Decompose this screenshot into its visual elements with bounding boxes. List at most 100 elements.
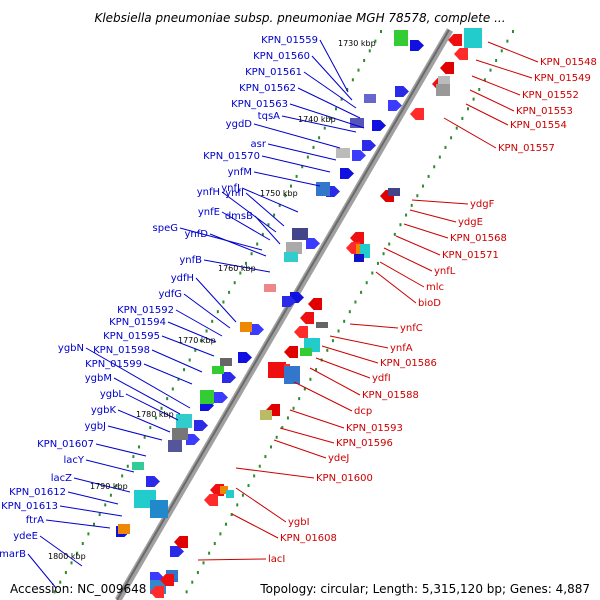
forward-gene-label: KPN_01612 xyxy=(9,487,66,498)
reverse-gene-block xyxy=(316,322,328,328)
scale-tick xyxy=(109,493,112,497)
forward-label-connector xyxy=(39,535,83,567)
forward-gene-block xyxy=(200,390,214,404)
scale-tick xyxy=(64,571,67,575)
forward-gene-label: dmsB xyxy=(225,211,253,222)
reverse-gene xyxy=(440,62,454,74)
forward-gene xyxy=(372,120,386,131)
forward-gene-block xyxy=(150,500,168,518)
forward-gene-label: ynfJ xyxy=(221,183,240,194)
reverse-gene-block xyxy=(220,486,228,494)
scale-tick xyxy=(236,503,239,507)
scale-tick xyxy=(202,561,205,565)
topology-text: Topology: circular; Length: 5,315,120 bp… xyxy=(260,582,590,596)
scale-tick xyxy=(466,107,469,111)
forward-gene xyxy=(214,392,228,403)
forward-label-connector xyxy=(85,347,191,409)
reverse-gene xyxy=(454,48,468,60)
forward-gene xyxy=(340,168,354,179)
forward-label-connector xyxy=(195,277,237,323)
scale-tick xyxy=(81,542,84,546)
map-title: Klebsiella pneumoniae subsp. pneumoniae … xyxy=(94,11,505,25)
scale-tick xyxy=(115,484,118,488)
reverse-label-connector xyxy=(383,247,433,272)
forward-label-connector xyxy=(253,171,321,187)
reverse-gene xyxy=(300,312,314,324)
scale-tick xyxy=(382,252,385,256)
reverse-gene-label: ydgE xyxy=(458,217,483,228)
forward-gene-label: ftrA xyxy=(26,515,44,526)
reverse-gene-label: ydgF xyxy=(470,199,495,210)
scale-tick xyxy=(340,97,343,101)
forward-label-connector xyxy=(143,363,193,385)
reverse-gene-label: KPN_01552 xyxy=(522,90,579,101)
reverse-label-connector xyxy=(475,59,533,79)
reverse-label-connector xyxy=(469,89,515,112)
reverse-gene xyxy=(308,298,322,310)
scale-tick xyxy=(500,49,503,53)
scale-tick xyxy=(121,474,124,478)
reverse-label-connector xyxy=(197,558,267,561)
forward-gene-block xyxy=(394,30,408,46)
reverse-gene-label: KPN_01586 xyxy=(380,358,437,369)
scale-tick xyxy=(213,542,216,546)
reverse-gene xyxy=(284,346,298,358)
scale-tick xyxy=(205,329,208,333)
reverse-gene xyxy=(294,326,308,338)
scale-tick xyxy=(258,464,261,468)
forward-label-connector xyxy=(221,211,271,241)
forward-gene xyxy=(222,372,236,383)
scale-tick xyxy=(410,203,413,207)
scale-tick xyxy=(267,223,270,227)
forward-label-connector xyxy=(267,143,337,161)
reverse-label-connector xyxy=(411,199,469,205)
reverse-gene-label: mlc xyxy=(426,282,444,293)
forward-gene-label: marB xyxy=(0,549,26,560)
reverse-label-connector xyxy=(329,335,389,349)
scale-tick xyxy=(368,49,371,53)
forward-gene xyxy=(146,476,160,487)
scale-tick xyxy=(93,522,96,526)
scale-tick xyxy=(438,155,441,159)
reverse-gene xyxy=(174,536,188,548)
forward-label-connector xyxy=(241,187,299,213)
scale-tick xyxy=(312,145,315,149)
scale-tick xyxy=(286,416,289,420)
reverse-gene-block xyxy=(226,490,234,498)
reverse-label-connector xyxy=(321,345,379,364)
scale-tick xyxy=(489,68,492,72)
reverse-label-connector xyxy=(465,103,509,126)
forward-gene xyxy=(194,420,208,431)
reverse-gene-block xyxy=(260,410,272,420)
scale-tick xyxy=(104,503,107,507)
forward-gene-label: ygbN xyxy=(58,343,84,354)
forward-gene-label: KPN_01607 xyxy=(37,439,94,450)
scale-tick xyxy=(393,232,396,236)
kbp-tick-label: 1750 kbp xyxy=(260,189,298,198)
forward-gene-label: lacY xyxy=(63,455,84,466)
scale-tick xyxy=(199,339,202,343)
forward-gene xyxy=(282,296,296,307)
forward-label-connector xyxy=(85,459,135,473)
reverse-gene-label: KPN_01600 xyxy=(316,473,373,484)
reverse-gene-label: KPN_01549 xyxy=(534,73,591,84)
forward-gene xyxy=(395,86,409,97)
scale-tick xyxy=(222,300,225,304)
scale-tick xyxy=(211,319,214,323)
forward-label-connector xyxy=(45,519,111,529)
scale-tick xyxy=(188,358,191,362)
scale-tick xyxy=(53,590,56,594)
forward-label-connector xyxy=(297,87,361,119)
forward-label-connector xyxy=(221,191,277,233)
forward-gene-block xyxy=(212,366,224,374)
forward-label-connector xyxy=(203,259,271,273)
reverse-gene-block xyxy=(464,28,482,48)
forward-label-connector xyxy=(319,39,349,93)
reverse-gene-label: KPN_01557 xyxy=(498,143,555,154)
scale-tick xyxy=(241,493,244,497)
reverse-label-connector xyxy=(289,409,345,429)
reverse-gene-label: KPN_01571 xyxy=(442,250,499,261)
scale-tick xyxy=(191,580,194,584)
reverse-label-connector xyxy=(235,467,315,479)
forward-gene-block xyxy=(336,148,350,158)
